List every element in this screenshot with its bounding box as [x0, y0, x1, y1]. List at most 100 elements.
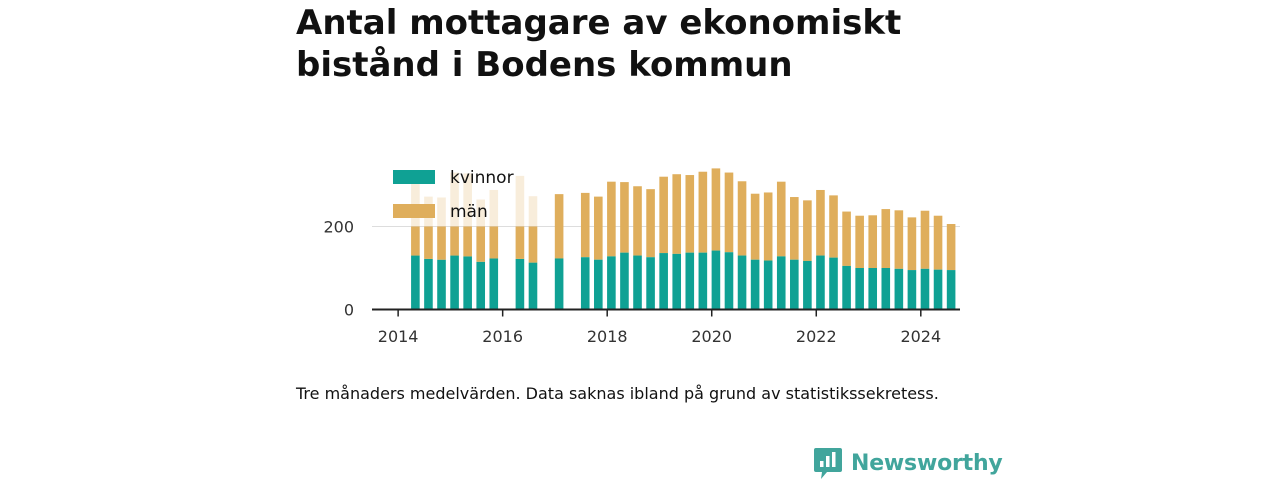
bar-kvinnor: [489, 258, 499, 310]
bar-kvinnor: [803, 260, 812, 310]
bar-kvinnor: [580, 257, 590, 310]
bar-kvinnor: [711, 250, 721, 310]
bar-kvinnor: [659, 253, 668, 310]
bar-kvinnor: [672, 253, 682, 310]
legend-swatch-0: [393, 170, 435, 184]
bar-man-visible: [437, 226, 446, 260]
bar-man: [750, 193, 760, 260]
bar-kvinnor: [450, 255, 459, 310]
x-tick-label: 2016: [482, 327, 523, 346]
x-axis: 2014 2016 2018 2020 2022 2024: [372, 308, 960, 346]
bar-man: [816, 189, 825, 256]
bar-kvinnor: [437, 259, 446, 310]
bar-man: [698, 171, 708, 253]
x-tick-label: 2022: [796, 327, 837, 346]
bar-kvinnor: [933, 269, 943, 310]
bars: [411, 168, 956, 310]
bar-man: [672, 174, 682, 254]
bar-man: [620, 182, 629, 253]
bar-man: [763, 192, 773, 261]
bar-man-visible: [476, 226, 486, 262]
bar-man: [554, 194, 564, 259]
newsworthy-logo-icon: [814, 448, 842, 479]
bar-man-visible: [424, 226, 433, 259]
bar-man: [659, 176, 668, 254]
bar-man: [515, 175, 525, 259]
bar-man: [881, 209, 891, 268]
y-tick-label: 200: [323, 218, 354, 237]
bar-man-visible: [411, 226, 420, 256]
bar-kvinnor: [411, 255, 420, 310]
bar-man: [685, 175, 695, 253]
bar-kvinnor: [894, 268, 904, 310]
bar-kvinnor: [776, 256, 786, 310]
bar-man: [489, 189, 499, 259]
brand-logo[interactable]: Newsworthy: [813, 446, 1003, 480]
bar-kvinnor: [463, 256, 472, 310]
bar-kvinnor: [737, 255, 747, 310]
bar-man: [776, 181, 786, 257]
bar-kvinnor: [594, 259, 603, 310]
bar-kvinnor: [868, 268, 878, 310]
bar-kvinnor: [698, 252, 708, 310]
y-tick-label: 0: [344, 301, 354, 320]
bar-kvinnor: [790, 259, 799, 310]
chart-area: 2014 2016 2018 2020 2022 2024 0 200 kvinnor män: [323, 168, 960, 346]
bar-man: [633, 186, 642, 256]
bar-kvinnor: [620, 252, 629, 310]
bar-man: [855, 215, 864, 268]
bar-man: [463, 173, 472, 257]
bar-kvinnor: [424, 258, 433, 310]
y-axis: 0 200: [323, 218, 354, 320]
bar-kvinnor: [816, 255, 825, 310]
bar-kvinnor: [946, 270, 956, 310]
legend-label-0: kvinnor: [450, 168, 514, 188]
bar-kvinnor: [724, 252, 734, 310]
bar-man: [724, 172, 734, 253]
bar-man: [920, 210, 930, 269]
bar-kvinnor: [633, 255, 642, 310]
bar-man: [646, 189, 655, 258]
bar-kvinnor: [646, 257, 655, 310]
brand-name: Newsworthy: [851, 450, 1003, 476]
bar-man: [933, 215, 943, 270]
bar-man: [790, 197, 799, 260]
bar-man: [594, 196, 603, 260]
chart-title: Antal mottagare av ekonomiskt bistånd i …: [296, 3, 902, 85]
x-tick-label: 2024: [900, 327, 941, 346]
x-tick-label: 2018: [587, 327, 628, 346]
x-tick-label: 2014: [378, 327, 419, 346]
bar-kvinnor: [881, 268, 891, 310]
bar-kvinnor: [685, 252, 695, 310]
chart-note: Tre månaders medelvärden. Data saknas ib…: [296, 384, 939, 403]
bar-man: [829, 195, 838, 258]
bar-man: [580, 192, 590, 258]
bar-kvinnor: [920, 268, 930, 310]
bar-man: [737, 181, 747, 256]
bar-man: [450, 172, 459, 256]
bar-man: [803, 200, 812, 261]
bar-kvinnor: [750, 259, 760, 310]
bar-kvinnor: [855, 268, 864, 310]
bar-man: [842, 211, 851, 266]
bar-kvinnor: [607, 256, 616, 310]
bar-kvinnor: [528, 262, 538, 310]
bar-man-visible: [515, 226, 525, 259]
bar-kvinnor: [829, 257, 838, 310]
bar-man-visible: [528, 226, 538, 263]
x-tick-label: 2020: [691, 327, 732, 346]
bar-man-visible: [450, 226, 459, 256]
bar-kvinnor: [907, 270, 917, 310]
bar-kvinnor: [554, 258, 564, 310]
bar-man: [907, 217, 917, 271]
bar-man: [607, 181, 616, 257]
bar-man-visible: [489, 226, 499, 259]
bar-kvinnor: [763, 260, 773, 310]
bar-kvinnor: [476, 261, 486, 310]
legend: kvinnor män: [393, 168, 514, 222]
bar-man: [894, 210, 904, 269]
bar-kvinnor: [842, 265, 851, 310]
bar-man: [711, 168, 721, 251]
bar-man: [946, 224, 956, 271]
legend-swatch-1: [393, 204, 435, 218]
